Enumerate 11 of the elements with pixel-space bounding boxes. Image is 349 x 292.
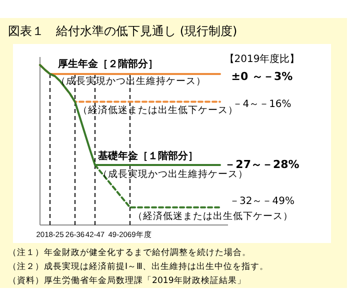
chart-title: 図表１ 給付水準の低下見通し (現行制度) [8,24,238,38]
text: （資料）厚生労働省年金局数理課「2019年財政検証結果」 [8,275,246,286]
annotation: （経済低迷または出生低下ケース） [133,210,293,222]
annotation: 厚生年金［２階部分］ [57,58,158,70]
annotation: －27～－28% [224,158,300,171]
text: 【2019年度比】 [224,53,300,65]
text: ±0 ～－3% [231,70,293,83]
text: （注１）年金財政が健全化するまで給付調整を続けた場合。 [8,247,251,258]
text: －32～－49% [230,196,294,207]
text: （注２）成長実現は経済前提Ⅰ～Ⅲ、出生維持は出生中位を指す。 [8,261,268,272]
annotation: （成長実現かつ出生維持ケース） [98,168,248,180]
